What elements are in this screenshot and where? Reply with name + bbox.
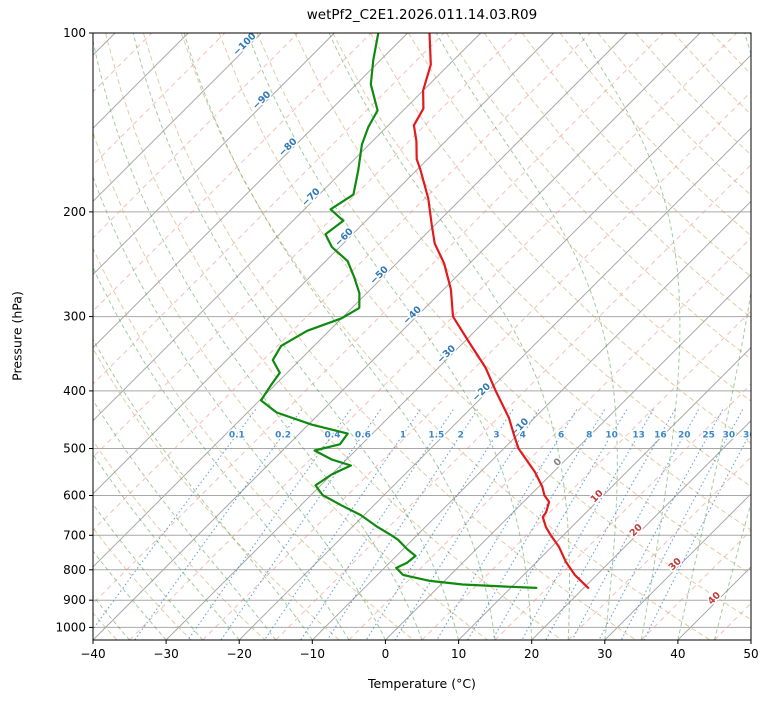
isotherm-label: −80 <box>277 136 300 159</box>
mixing-ratio-label: 0.2 <box>275 431 291 441</box>
x-tick-label: 30 <box>597 647 612 661</box>
y-tick-label: 900 <box>63 593 86 607</box>
x-tick-label: −40 <box>80 647 105 661</box>
mixing-ratio-label: 20 <box>678 431 691 441</box>
isotherm-label: −50 <box>368 264 391 287</box>
isotherm-label: −60 <box>333 226 356 249</box>
mixing-ratio-label: 1.5 <box>428 431 444 441</box>
mixing-ratio-label: 25 <box>702 431 715 441</box>
y-tick-label: 800 <box>63 563 86 577</box>
sounding-curves <box>259 33 590 589</box>
mixing-ratio-label: 6 <box>558 431 564 441</box>
mixing-ratio-label: 4 <box>520 431 526 441</box>
isotherm-label: −20 <box>470 381 493 404</box>
mixing-ratio-label: 13 <box>632 431 645 441</box>
mixing-ratio-label: 1 <box>400 431 406 441</box>
mixing-ratio-line <box>436 409 578 640</box>
mixing-ratio-line <box>134 409 303 640</box>
chart-title: wetPf2_C2E1.2026.011.14.03.R09 <box>306 7 538 23</box>
x-tick-label: 40 <box>670 647 685 661</box>
isotherm-label: −90 <box>251 89 274 112</box>
mixing-ratio-label: 0.4 <box>325 431 341 441</box>
mixing-ratio-label: 8 <box>586 431 592 441</box>
mixing-ratio-label: 0.6 <box>355 431 371 441</box>
y-tick-label: 700 <box>63 528 86 542</box>
plot-grid <box>93 33 751 640</box>
y-tick-label: 1000 <box>55 620 86 634</box>
mixing-ratio-line <box>620 409 744 640</box>
axis-ticks: −40 −30 −20 −10 0 10 20 30 40 5010020030040050060… <box>55 26 758 661</box>
isotherm-label: −100 <box>231 31 259 59</box>
mixing-ratio-line <box>643 430 751 640</box>
y-tick-label: 600 <box>63 489 86 503</box>
plot-frame <box>92 32 752 641</box>
y-tick-label: 400 <box>63 384 86 398</box>
mixing-ratio-line <box>394 409 540 640</box>
mixing-ratio-line <box>300 409 454 640</box>
y-tick-label: 100 <box>63 26 86 40</box>
x-tick-label: 50 <box>743 647 758 661</box>
isotherm-label: −40 <box>401 304 424 327</box>
x-tick-label: 0 <box>382 647 390 661</box>
x-tick-label: −20 <box>227 647 252 661</box>
x-tick-label: −30 <box>153 647 178 661</box>
mixing-ratio-label: 2 <box>458 431 464 441</box>
mixing-ratio-line <box>467 409 606 640</box>
mixing-ratio-line <box>491 409 628 640</box>
dewpoint-curve <box>259 33 538 589</box>
isotherm-label: −70 <box>300 186 323 209</box>
mixing-ratio-label: 30 <box>723 431 736 441</box>
x-tick-label: 10 <box>451 647 466 661</box>
y-tick-label: 500 <box>63 442 86 456</box>
mixing-ratio-line <box>571 409 700 640</box>
mixing-ratio-line <box>545 409 676 640</box>
mixing-ratio-line <box>521 409 654 640</box>
mixing-ratio-label: 36 <box>743 431 756 441</box>
y-tick-label: 300 <box>63 310 86 324</box>
mixing-ratio-label: 3 <box>493 431 499 441</box>
mixing-ratio-label: 16 <box>654 431 667 441</box>
isotherm-label: −30 <box>435 343 458 366</box>
y-tick-label: 200 <box>63 205 86 219</box>
x-tick-label: 20 <box>524 647 539 661</box>
x-axis-label: Temperature (°C) <box>368 676 476 691</box>
isotherm-label: 20 <box>628 522 645 539</box>
isotherm-label: 10 <box>589 488 606 505</box>
mixing-ratio-line <box>264 409 421 640</box>
mixing-ratio-line <box>365 409 514 640</box>
mixing-ratio-line <box>326 409 478 640</box>
mixing-ratio-label: 10 <box>605 431 618 441</box>
x-tick-label: −10 <box>300 647 325 661</box>
isotherm-label: 30 <box>667 556 684 573</box>
mixing-ratio-line <box>93 409 257 630</box>
temperature-curve <box>412 33 590 589</box>
mixing-ratio-label: 0.1 <box>229 431 245 441</box>
mixing-ratio-line <box>187 409 351 640</box>
